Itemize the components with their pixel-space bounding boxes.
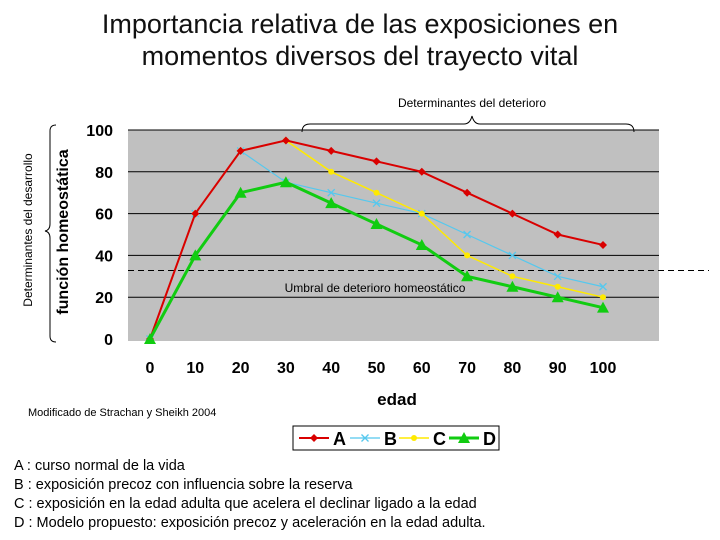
data-point — [372, 199, 381, 208]
data-point — [508, 209, 517, 218]
data-point — [415, 238, 428, 250]
deterioro-label: Determinantes del deterioro — [398, 96, 546, 110]
legend-marker — [411, 435, 417, 441]
legend-marker — [458, 432, 470, 443]
data-point — [506, 280, 519, 292]
data-point — [144, 333, 156, 344]
desarrollo-bracket — [44, 124, 57, 343]
x-tick-label: 70 — [458, 360, 476, 377]
y-tick-label: 0 — [104, 332, 113, 349]
y-tick-label: 100 — [86, 123, 113, 140]
data-point — [464, 252, 471, 259]
legend-descriptions: A : curso normal de la vida B : exposici… — [14, 457, 486, 533]
data-point — [373, 189, 380, 196]
legend-description-a: A : curso normal de la vida — [14, 458, 185, 474]
y-tick-label: 80 — [95, 165, 113, 182]
data-point — [372, 157, 381, 166]
x-tick-label: 20 — [232, 360, 250, 377]
y-axis-label: función homeostática — [55, 149, 72, 314]
legend-marker — [361, 434, 369, 442]
threshold-label: Umbral de deterioro homeostático — [285, 281, 466, 295]
legend-item-c: C — [399, 429, 446, 449]
data-point — [370, 218, 383, 230]
x-tick-label: 100 — [590, 360, 617, 377]
x-tick-label: 50 — [368, 360, 386, 377]
title-line-2: momentos diversos del trayecto vital — [141, 41, 579, 71]
data-point — [597, 301, 609, 313]
data-point — [554, 283, 561, 290]
legend-item-b: B — [350, 429, 397, 449]
plot-area — [128, 130, 659, 341]
data-point — [599, 282, 607, 291]
y-tick-labels: 0 20 40 60 80 100 — [86, 123, 113, 349]
data-point — [463, 188, 472, 197]
series-d — [144, 176, 609, 344]
data-point — [551, 291, 564, 303]
data-point — [191, 209, 200, 218]
data-point — [234, 186, 247, 198]
legend-marker — [310, 434, 318, 442]
data-point — [600, 294, 606, 301]
chart-title: Importancia relativa de las exposiciones… — [40, 8, 680, 72]
data-point — [279, 176, 292, 188]
data-point — [418, 210, 425, 217]
legend-description-c: C : exposición en la edad adulta que ace… — [14, 496, 477, 512]
deterioro-bracket — [301, 115, 635, 133]
data-point — [281, 136, 290, 145]
data-point — [553, 230, 562, 239]
x-tick-label: 30 — [277, 360, 295, 377]
x-axis-label: edad — [377, 390, 417, 409]
data-point — [236, 146, 245, 155]
legend-label: A — [333, 429, 346, 449]
data-point — [325, 197, 338, 209]
data-point — [327, 146, 336, 155]
series-lines — [144, 136, 609, 344]
x-tick-label: 90 — [549, 360, 567, 377]
data-point — [509, 273, 516, 280]
data-point — [463, 230, 472, 239]
x-tick-label: 0 — [146, 360, 155, 377]
data-point — [328, 168, 335, 175]
x-tick-label: 80 — [504, 360, 522, 377]
data-point — [417, 167, 426, 176]
legend-label: C — [433, 429, 446, 449]
y-tick-label: 40 — [95, 248, 113, 265]
legend-label: D — [483, 429, 496, 449]
y-tick-label: 20 — [95, 290, 113, 307]
data-point — [189, 249, 202, 261]
series-a — [146, 136, 607, 343]
desarrollo-label: Determinantes del desarrollo — [21, 153, 35, 307]
title-line-1: Importancia relativa de las exposiciones… — [101, 9, 619, 39]
data-point — [461, 270, 474, 282]
data-point — [508, 251, 517, 260]
legend-description-d: D : Modelo propuesto: exposición precoz … — [14, 515, 486, 531]
x-tick-label: 40 — [322, 360, 340, 377]
gridlines — [128, 129, 659, 298]
legend-item-d: D — [449, 429, 496, 449]
legend: A B C D — [299, 429, 496, 449]
data-point — [553, 272, 562, 281]
legend-item-a: A — [299, 429, 346, 449]
x-tick-labels: 0 10 20 30 40 50 60 70 80 90 100 — [146, 360, 617, 377]
legend-label: B — [384, 429, 397, 449]
data-point — [599, 240, 607, 249]
data-point — [327, 188, 336, 197]
y-tick-label: 60 — [95, 207, 113, 224]
x-tick-label: 60 — [413, 360, 431, 377]
legend-description-b: B : exposición precoz con influencia sob… — [14, 477, 353, 493]
x-tick-label: 10 — [186, 360, 204, 377]
source-note: Modificado de Strachan y Sheikh 2004 — [28, 407, 216, 419]
